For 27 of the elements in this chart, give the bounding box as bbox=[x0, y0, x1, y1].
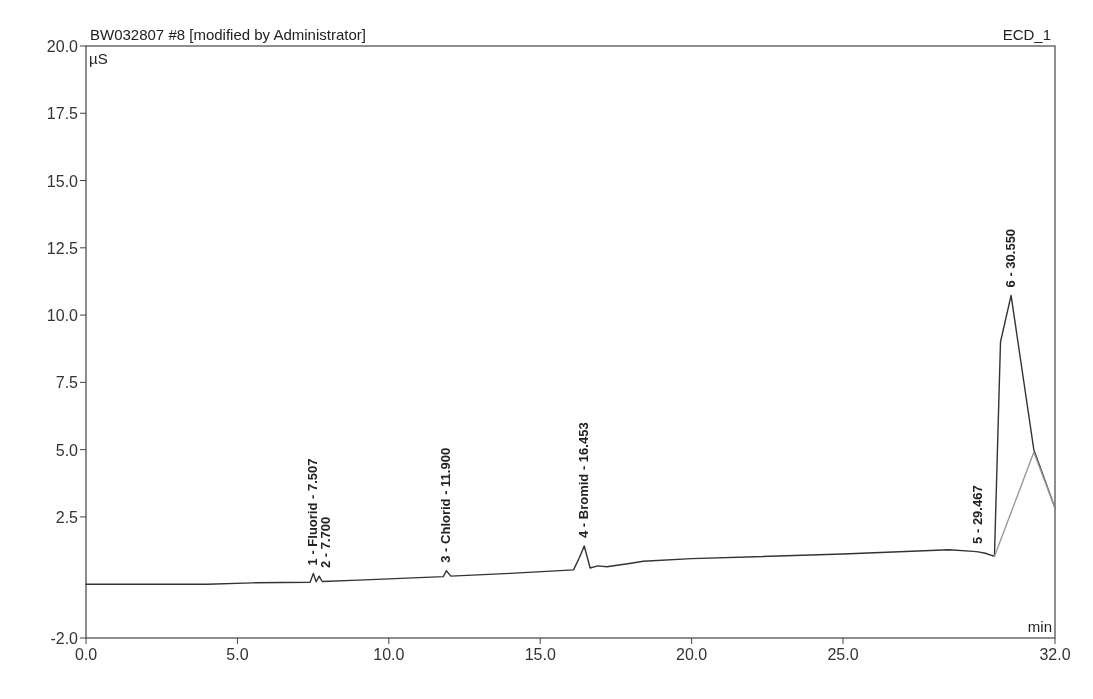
x-tick-label: 20.0 bbox=[676, 646, 708, 663]
y-tick-label: 5.0 bbox=[55, 441, 79, 459]
annotation: 2 - 7.700 bbox=[318, 516, 334, 569]
x-tick-label: 15.0 bbox=[524, 646, 556, 663]
x-tick-label: 0.0 bbox=[74, 646, 98, 663]
y-tick-label: 15.0 bbox=[46, 172, 79, 190]
y-axis-title: µS bbox=[89, 50, 108, 67]
x-tick-label: 5.0 bbox=[226, 646, 249, 663]
chart-title: BW032807 #8 [modified by Administrator] bbox=[90, 26, 366, 43]
x-tick-label: 25.0 bbox=[827, 646, 859, 663]
x-axis-title: min bbox=[1027, 618, 1052, 635]
x-tick-label: 32.0 bbox=[1039, 646, 1071, 663]
y-tick-label: 2.5 bbox=[55, 508, 79, 526]
annotation: 5 - 29.467 bbox=[970, 485, 986, 544]
y-tick-label: 20.0 bbox=[46, 38, 79, 55]
annotation: 4 - Bromid - 16.453 bbox=[576, 422, 592, 538]
annotation: 3 - Chlorid - 11.900 bbox=[438, 447, 454, 563]
y-tick-label: -2.0 bbox=[50, 630, 79, 647]
x-tick-label: 10.0 bbox=[373, 646, 405, 663]
y-tick-label: 10.0 bbox=[46, 307, 79, 325]
line-series bbox=[85, 294, 1056, 585]
chart-subtitle: ECD_1 bbox=[1002, 26, 1051, 43]
annotation: 1 - Fluorid - 7.507 bbox=[305, 458, 321, 566]
annotation: 6 - 30.550 bbox=[1003, 228, 1019, 288]
y-tick-label: 7.5 bbox=[55, 374, 79, 392]
y-tick-label: 12.5 bbox=[46, 239, 79, 257]
y-tick-label: 17.5 bbox=[46, 105, 79, 123]
